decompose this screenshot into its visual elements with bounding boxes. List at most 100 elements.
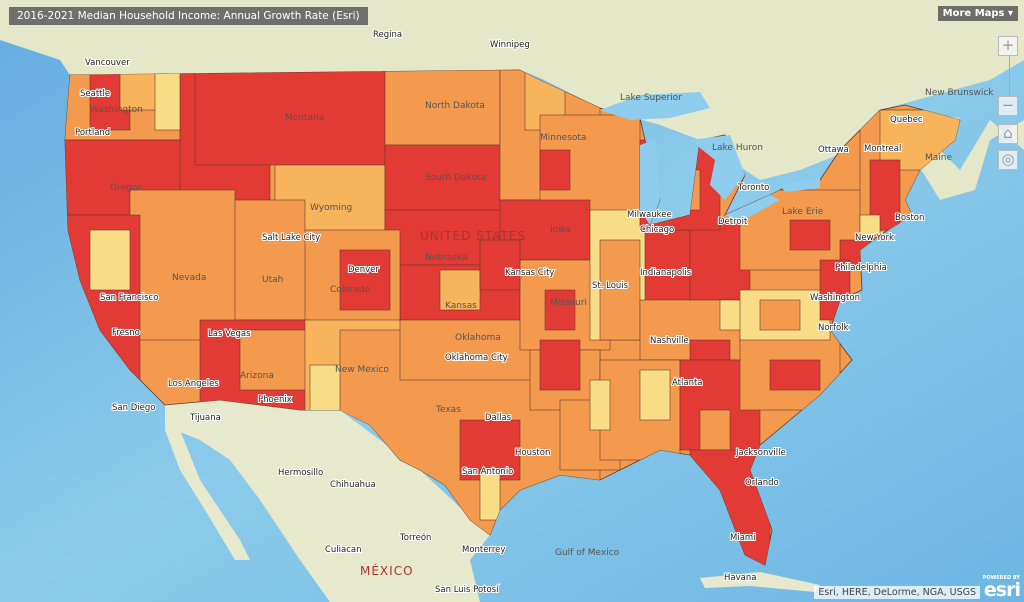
canada-land bbox=[0, 0, 1024, 200]
home-button[interactable]: ⌂ bbox=[998, 124, 1018, 144]
more-maps-button[interactable]: More Maps ▾ bbox=[937, 6, 1018, 21]
region-42[interactable] bbox=[689, 339, 731, 361]
map-label: Montreal bbox=[864, 144, 901, 154]
map-label: Miami bbox=[730, 533, 756, 543]
baja bbox=[165, 405, 250, 560]
map-label: Colorado bbox=[330, 285, 371, 295]
map-label: Torreón bbox=[399, 532, 431, 543]
map-label: Missouri bbox=[550, 298, 587, 308]
zoom-in-button[interactable]: + bbox=[998, 36, 1018, 56]
map-label: San Francisco bbox=[100, 293, 158, 303]
map-label: Nevada bbox=[172, 273, 206, 283]
region-45[interactable] bbox=[539, 339, 581, 391]
zoom-slider[interactable] bbox=[1009, 56, 1010, 96]
region-18[interactable] bbox=[89, 229, 131, 291]
map-label: Chicago bbox=[640, 225, 674, 235]
region-20[interactable] bbox=[239, 329, 311, 391]
mexico-land bbox=[165, 400, 490, 602]
map-label: Minnesota bbox=[540, 133, 586, 143]
map-label: Houston bbox=[515, 448, 550, 458]
locate-button[interactable]: ◎ bbox=[998, 150, 1018, 170]
region-26[interactable] bbox=[399, 319, 541, 381]
region-9[interactable] bbox=[384, 144, 506, 211]
region-62[interactable] bbox=[859, 214, 881, 236]
map-label: Maine bbox=[925, 153, 952, 163]
region-57[interactable] bbox=[789, 219, 831, 251]
map-label: San Diego bbox=[112, 403, 155, 413]
map-label: Atlanta bbox=[672, 378, 703, 388]
map-label: St. Louis bbox=[592, 281, 629, 291]
region-14[interactable] bbox=[339, 249, 391, 311]
map-label: UNITED STATES bbox=[420, 229, 526, 243]
map-label: Tijuana bbox=[189, 413, 221, 423]
map-label: Wyoming bbox=[310, 203, 352, 213]
zoom-out-button[interactable]: − bbox=[998, 96, 1018, 116]
region-47[interactable] bbox=[589, 379, 611, 431]
map-label: Iowa bbox=[550, 225, 571, 235]
map-label: New York bbox=[855, 233, 894, 243]
map-label: Orlando bbox=[745, 478, 779, 488]
region-64[interactable] bbox=[479, 239, 521, 291]
region-33[interactable] bbox=[544, 289, 576, 331]
region-50[interactable] bbox=[699, 409, 731, 451]
map-label: Montana bbox=[285, 113, 324, 123]
map-label: Las Vegas bbox=[208, 329, 251, 339]
map-label: North Dakota bbox=[425, 101, 485, 111]
map-title: 2016-2021 Median Household Income: Annua… bbox=[9, 7, 368, 25]
map-label: Havana bbox=[724, 573, 756, 583]
region-30[interactable] bbox=[539, 149, 571, 191]
map-label: Jacksonville bbox=[735, 448, 786, 458]
map-label: Lake Huron bbox=[712, 143, 763, 153]
map-label: Nebraska bbox=[425, 253, 467, 263]
region-12[interactable] bbox=[439, 269, 481, 311]
map-label: Norfolk bbox=[818, 323, 849, 333]
region-4[interactable] bbox=[194, 70, 386, 166]
lake-michigan bbox=[640, 140, 660, 225]
map-label: Washington bbox=[90, 105, 143, 115]
lake-superior bbox=[600, 92, 710, 120]
map-label: San Luis Potosí bbox=[435, 585, 499, 595]
map-label: Quebec bbox=[890, 115, 923, 125]
region-48[interactable] bbox=[639, 369, 671, 421]
lake-ontario bbox=[780, 178, 820, 192]
map-label: Kansas City bbox=[505, 268, 554, 278]
map-label: Lake Superior bbox=[620, 93, 682, 103]
map-label: Salt Lake City bbox=[262, 233, 320, 243]
map-label: Kansas bbox=[445, 301, 477, 311]
map-label: Fresno bbox=[112, 328, 140, 338]
region-6[interactable] bbox=[154, 70, 181, 131]
map-label: Monterrey bbox=[462, 545, 505, 555]
map-label: Chihuahua bbox=[330, 480, 376, 490]
map-label: Winnipeg bbox=[490, 40, 530, 50]
map-label: Toronto bbox=[737, 183, 769, 193]
map-label: Lake Erie bbox=[782, 207, 824, 217]
map-label: Oklahoma City bbox=[445, 353, 508, 363]
map-label: Vancouver bbox=[85, 58, 130, 68]
map-label: Phoenix bbox=[258, 395, 292, 405]
map-label: Culiacan bbox=[325, 545, 362, 555]
region-55[interactable] bbox=[759, 299, 801, 331]
map-label: Texas bbox=[435, 405, 461, 415]
region-15[interactable] bbox=[229, 199, 306, 321]
map-label: Nashville bbox=[650, 336, 689, 346]
map-label: Denver bbox=[348, 265, 379, 275]
map-label: Arizona bbox=[240, 371, 274, 381]
map-label: Oklahoma bbox=[455, 333, 501, 343]
region-16[interactable] bbox=[129, 189, 236, 341]
map-label: Portland bbox=[75, 128, 110, 138]
region-53[interactable] bbox=[769, 359, 821, 391]
map-label: San Antonio bbox=[462, 467, 513, 477]
cuba bbox=[700, 572, 820, 592]
region-25[interactable] bbox=[479, 469, 501, 521]
lake-huron bbox=[690, 135, 745, 200]
map-label: Seattle bbox=[80, 89, 110, 99]
map-label: Dallas bbox=[485, 413, 512, 423]
attribution: Esri, HERE, DeLorme, NGA, USGS bbox=[814, 586, 980, 599]
map-label: MÉXICO bbox=[360, 563, 414, 578]
region-35[interactable] bbox=[599, 239, 641, 341]
map-label: Boston bbox=[895, 213, 924, 223]
region-8[interactable] bbox=[384, 70, 501, 146]
great-lakes bbox=[600, 92, 820, 225]
map-label: Detroit bbox=[718, 217, 748, 227]
